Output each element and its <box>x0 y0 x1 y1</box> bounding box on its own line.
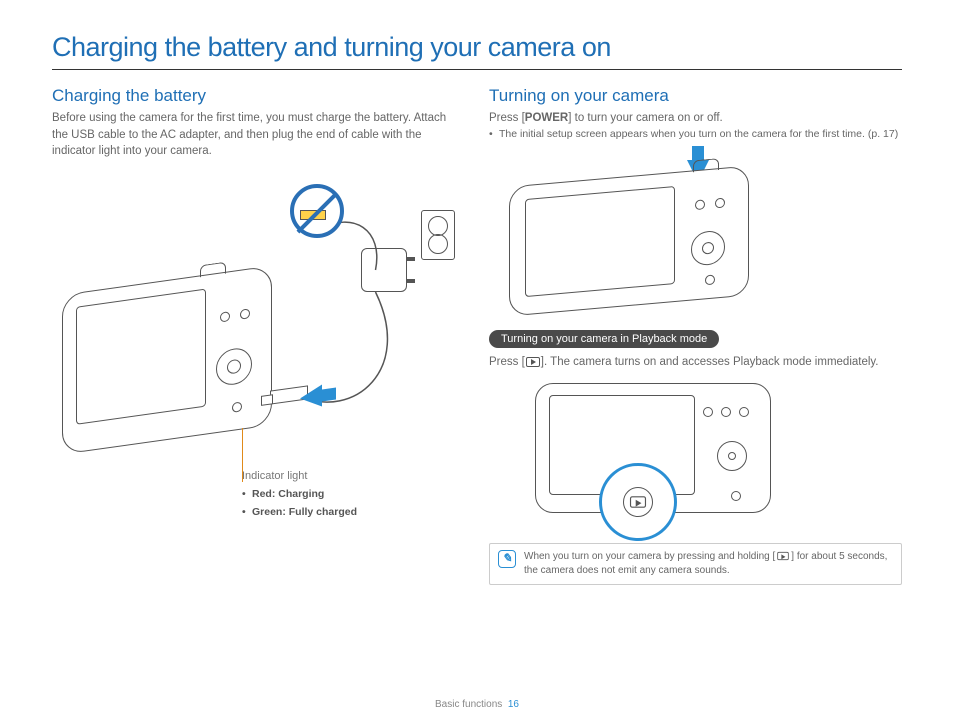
footer-page-number: 16 <box>508 699 519 710</box>
playback-post: ]. The camera turns on and accesses Play… <box>541 356 879 368</box>
figure-power <box>489 152 902 302</box>
heading-turning-on: Turning on your camera <box>489 86 902 106</box>
pill-playback-mode: Turning on your camera in Playback mode <box>489 330 719 348</box>
figure-charging <box>52 170 465 470</box>
power-bullets: The initial setup screen appears when yo… <box>489 127 902 142</box>
camera-back-icon <box>62 265 272 455</box>
wrong-connector-icon <box>300 210 326 220</box>
power-instruction: Press [POWER] to turn your camera on or … <box>489 110 902 127</box>
playback-button-icon <box>526 357 540 367</box>
power-label: POWER <box>525 112 568 124</box>
arrow-insert-icon <box>300 384 322 409</box>
figure-playback <box>489 377 902 537</box>
page-title: Charging the battery and turning your ca… <box>52 32 902 70</box>
heading-charging: Charging the battery <box>52 86 465 106</box>
playback-instruction: Press [ ]. The camera turns on and access… <box>489 354 902 371</box>
column-right: Turning on your camera Press [POWER] to … <box>489 86 902 585</box>
note-icon: ✎ <box>498 550 516 568</box>
camera-power-icon <box>509 165 749 316</box>
bullet-initial-setup: The initial setup screen appears when yo… <box>489 127 902 142</box>
intro-charging: Before using the camera for the first ti… <box>52 110 465 160</box>
press-pre: Press [ <box>489 112 525 124</box>
note-pre: When you turn on your camera by pressing… <box>524 551 775 562</box>
press-post: ] to turn your camera on or off. <box>568 112 722 124</box>
indicator-red: Red: Charging <box>242 486 357 504</box>
indicator-green: Green: Fully charged <box>242 504 357 522</box>
playback-glyph-icon <box>630 496 646 508</box>
zoom-circle-icon <box>599 463 677 541</box>
prohibit-icon <box>290 184 344 238</box>
content-columns: Charging the battery Before using the ca… <box>52 86 902 585</box>
indicator-legend: Indicator light Red: Charging Green: Ful… <box>242 470 357 522</box>
playback-zoom-button-icon <box>623 487 653 517</box>
footer-section: Basic functions <box>435 699 502 710</box>
note-text: When you turn on your camera by pressing… <box>524 550 893 578</box>
column-left: Charging the battery Before using the ca… <box>52 86 465 585</box>
indicator-light-label: Indicator light <box>242 470 357 482</box>
playback-button-icon-small <box>778 551 789 559</box>
playback-pre: Press [ <box>489 356 525 368</box>
page-footer: Basic functions 16 <box>0 699 954 710</box>
note-box: ✎ When you turn on your camera by pressi… <box>489 543 902 585</box>
